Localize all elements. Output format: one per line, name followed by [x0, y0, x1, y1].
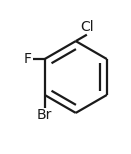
Text: F: F — [24, 52, 32, 66]
Text: Cl: Cl — [80, 20, 94, 34]
Text: Br: Br — [37, 108, 52, 122]
